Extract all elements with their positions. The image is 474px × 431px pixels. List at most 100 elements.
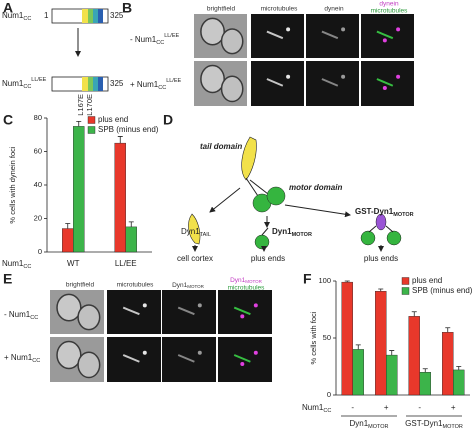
column-header: microtubules [261, 6, 299, 13]
category-axis-label: Num1CC [2, 259, 31, 270]
y-tick-label: 20 [34, 213, 42, 222]
construct-name: Num1CC [2, 11, 31, 22]
micrograph [251, 14, 304, 58]
motor-fragment [254, 227, 270, 250]
error-bar [355, 344, 361, 350]
residue-end: 325 [110, 79, 124, 88]
micrograph [162, 337, 216, 382]
signal [253, 303, 258, 308]
tail-fragment [188, 213, 201, 245]
signal [253, 350, 258, 355]
panel-label: E [3, 271, 12, 287]
x-tick-label: WT [67, 259, 80, 268]
panel-label: F [303, 271, 312, 287]
x-tick-label: LL/EE [115, 259, 137, 268]
construct-label: GST-Dyn1MOTOR [355, 207, 414, 218]
signal [396, 27, 401, 32]
panel-label: C [3, 112, 13, 128]
micrograph [50, 290, 104, 334]
bar [352, 349, 364, 396]
construct-bar [51, 8, 109, 24]
construct-bar [51, 76, 109, 92]
column-header: dynein [324, 6, 344, 13]
micrograph [162, 290, 216, 334]
category-axis-label: Num1CC [302, 403, 331, 414]
cell [220, 75, 244, 103]
signal [177, 306, 195, 316]
cell [77, 304, 101, 331]
signal [341, 27, 346, 32]
signal [286, 74, 291, 79]
column-header: Dyn1MOTOR [230, 277, 263, 284]
micrograph [218, 290, 272, 334]
legend-label: SPB (minus end) [412, 286, 473, 295]
error-bar [378, 288, 384, 292]
column-header: Dyn1MOTOR [172, 282, 205, 289]
outcome: plus ends [364, 254, 398, 263]
legend-swatch [401, 287, 410, 295]
column-header: dynein [379, 1, 399, 8]
mutation: L167E [76, 94, 85, 116]
y-axis-label: % cells with dynein foci [8, 146, 17, 223]
signal [376, 78, 394, 87]
y-tick-label: 80 [34, 113, 42, 122]
micrograph [361, 61, 414, 106]
arrow [284, 204, 351, 218]
panel-label: B [122, 0, 132, 16]
micrograph [251, 61, 304, 106]
micrograph [194, 61, 247, 106]
signal [122, 354, 140, 363]
bar [386, 354, 398, 396]
error-bar [344, 280, 350, 283]
cell [220, 28, 244, 55]
signal [382, 38, 387, 43]
group-label: GST-Dyn1MOTOR [405, 419, 463, 430]
signal [396, 74, 401, 79]
column-header: brightfield [66, 282, 95, 289]
legend-label: plus end [98, 115, 128, 124]
signal [197, 303, 202, 308]
legend-label: SPB (minus end) [98, 125, 159, 134]
signal [240, 362, 245, 366]
column-header: brightfield [207, 6, 236, 13]
y-tick-label: 100 [318, 276, 331, 285]
bar [62, 228, 74, 253]
residue-end: 325 [110, 11, 124, 20]
signal [266, 78, 284, 87]
row-label: + Num1CC [4, 353, 40, 364]
legend-label: plus end [412, 276, 442, 285]
x-tick-label: - [418, 403, 421, 412]
row-label: - Num1CCLL/EE [130, 33, 180, 46]
error-bar [422, 368, 428, 373]
legend-swatch [87, 126, 96, 134]
bar [114, 142, 126, 253]
column-header: microtubules [117, 282, 155, 289]
error-bar [411, 311, 417, 317]
row-label: - Num1CC [4, 310, 38, 321]
signal [286, 27, 291, 32]
mutation: L170E [85, 94, 94, 116]
bar [73, 126, 85, 253]
column-header: microtubules [371, 8, 409, 15]
legend-swatch [401, 277, 410, 285]
micrograph [50, 337, 104, 382]
micrograph [107, 290, 161, 334]
bar [341, 281, 353, 396]
y-tick-label: 40 [34, 180, 42, 189]
label: tail domain [200, 142, 242, 151]
x-tick-label: - [351, 403, 354, 412]
signal [341, 74, 346, 79]
micrograph [306, 61, 359, 106]
signal [240, 314, 245, 319]
arrow [209, 187, 241, 213]
panel-label: A [3, 0, 13, 16]
outcome: plus ends [251, 254, 285, 263]
signal [142, 350, 147, 355]
error-bar [76, 120, 82, 127]
bar [453, 369, 465, 396]
legend-swatch [87, 116, 96, 124]
construct-label: Dyn1MOTOR [272, 227, 312, 238]
signal [321, 30, 339, 40]
error-bar [456, 366, 462, 370]
